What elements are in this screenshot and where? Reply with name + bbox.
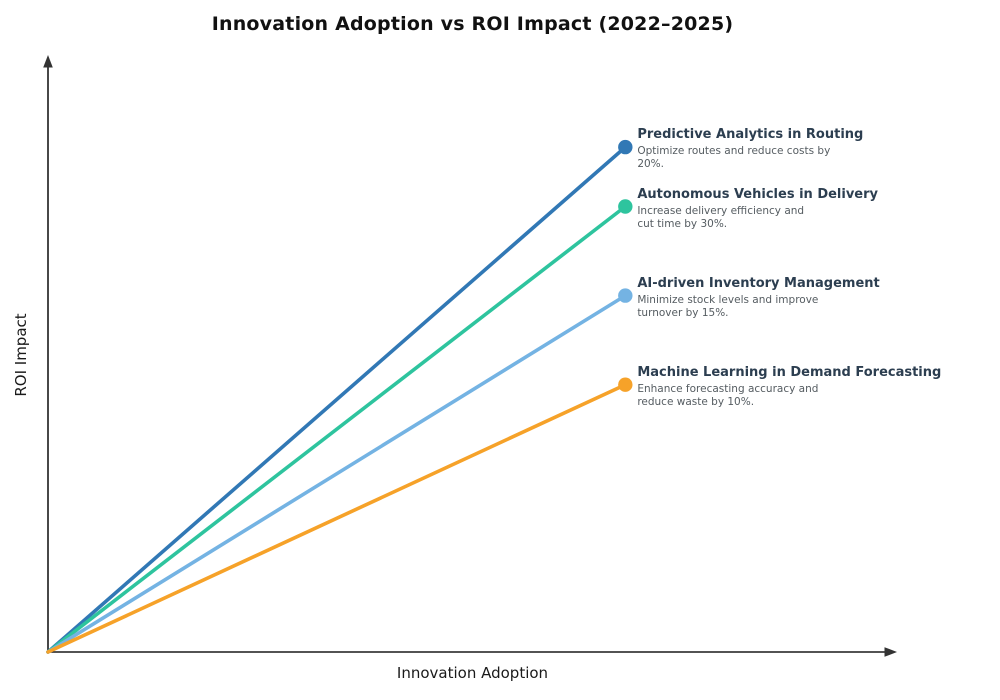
series-endpoint-dot — [618, 139, 633, 155]
series-endpoint-dot — [618, 288, 633, 303]
annotation-title: Autonomous Vehicles in Delivery — [637, 186, 879, 202]
y-axis-label: ROI Impact — [12, 313, 30, 397]
series-layer — [46, 139, 633, 654]
annotation-desc-line: Minimize stock levels and improve — [637, 293, 819, 306]
series-line — [46, 145, 628, 654]
series-line — [46, 204, 628, 654]
annotation-title: AI-driven Inventory Management — [637, 275, 880, 291]
series-annotation: Autonomous Vehicles in Delivery Increase… — [637, 187, 997, 231]
series-endpoint-dot — [618, 199, 633, 214]
annotation-desc-line: 20%. — [637, 158, 664, 171]
annotation-title: Machine Learning in Demand Forecasting — [637, 364, 942, 380]
x-axis-arrow-icon — [884, 647, 897, 657]
series-line — [46, 293, 628, 654]
annotation-desc-line: cut time by 30%. — [637, 217, 728, 230]
series-annotation: Predictive Analytics in Routing Optimize… — [637, 127, 997, 171]
annotation-title: Predictive Analytics in Routing — [637, 127, 864, 143]
series-line — [46, 382, 628, 654]
x-axis-label: Innovation Adoption — [396, 664, 549, 682]
annotation-desc-line: Optimize routes and reduce costs by — [637, 145, 831, 158]
chart-title: Innovation Adoption vs ROI Impact (2022–… — [211, 13, 734, 35]
series-endpoint-dot — [618, 377, 633, 392]
annotation-desc-line: reduce waste by 10%. — [637, 395, 755, 408]
annotation-desc-line: Increase delivery efficiency and — [637, 204, 805, 217]
series-annotation: Machine Learning in Demand Forecasting E… — [637, 365, 997, 409]
annotation-desc-line: turnover by 15%. — [637, 306, 729, 319]
annotation-desc-line: Enhance forecasting accuracy and — [637, 382, 819, 395]
series-annotation: AI-driven Inventory Management Minimize … — [637, 276, 997, 320]
y-axis-arrow-icon — [43, 55, 53, 68]
